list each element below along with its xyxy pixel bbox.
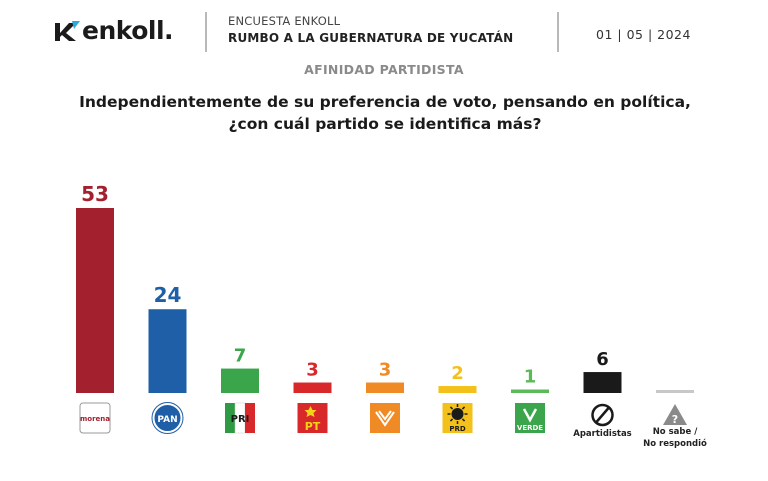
svg-text:PRI: PRI bbox=[231, 414, 250, 425]
party-logo-3-icon: PT bbox=[297, 403, 328, 433]
svg-text:morena: morena bbox=[80, 415, 110, 423]
party-logo-2-icon: PRI bbox=[225, 402, 255, 434]
value-label-4: 3 bbox=[379, 360, 392, 381]
value-label-3: 3 bbox=[306, 360, 319, 381]
question-line-2: ¿con cuál partido se identifica más? bbox=[228, 115, 542, 133]
bar-6 bbox=[511, 389, 549, 393]
party-logo-7-icon bbox=[591, 403, 614, 427]
value-label-5: 2 bbox=[451, 363, 464, 384]
bar-2 bbox=[221, 368, 259, 393]
bar-3 bbox=[293, 382, 332, 393]
header-divider-left bbox=[205, 12, 207, 52]
svg-text:VERDE: VERDE bbox=[517, 424, 543, 432]
header-divider-right bbox=[557, 12, 559, 52]
bar-4 bbox=[366, 382, 404, 393]
bar-8 bbox=[656, 390, 694, 393]
party-logo-5-icon: PRD bbox=[442, 403, 473, 433]
survey-date: 01 | 05 | 2024 bbox=[596, 27, 691, 42]
enkoll-logo: enkoll. bbox=[52, 16, 174, 45]
survey-name: ENCUESTA ENKOLL bbox=[228, 14, 341, 28]
question-line-1: Independientemente de su preferencia de … bbox=[79, 93, 691, 111]
category-label-7: Apartidistas bbox=[573, 429, 632, 439]
value-label-6: 1 bbox=[524, 367, 537, 388]
bar-0 bbox=[76, 208, 114, 393]
category-label-8: No sabe / No respondió bbox=[643, 427, 707, 449]
brand-name: enkoll. bbox=[82, 16, 174, 45]
svg-text:PRD: PRD bbox=[449, 425, 466, 433]
survey-subtitle: RUMBO A LA GUBERNATURA DE YUCATÁN bbox=[228, 31, 514, 45]
enkoll-mark-icon bbox=[55, 20, 80, 41]
party-logo-6-icon: VERDE bbox=[515, 403, 545, 433]
value-label-0: 53 bbox=[81, 182, 109, 206]
section-title: AFINIDAD PARTIDISTA bbox=[304, 62, 464, 77]
svg-text:PAN: PAN bbox=[157, 415, 177, 425]
party-logo-1-icon: PAN bbox=[151, 402, 184, 434]
value-label-7: 6 bbox=[596, 349, 609, 370]
value-label-2: 7 bbox=[234, 346, 247, 367]
bar-7 bbox=[583, 372, 622, 393]
bar-5 bbox=[438, 386, 477, 393]
svg-text:PT: PT bbox=[305, 420, 321, 433]
bar-1 bbox=[148, 309, 187, 393]
party-logo-0-icon: morena bbox=[79, 402, 111, 434]
party-logo-4-icon bbox=[370, 403, 400, 433]
value-label-1: 24 bbox=[154, 283, 182, 307]
svg-text:?: ? bbox=[672, 413, 678, 426]
party-logo-8-icon: ? bbox=[663, 404, 687, 426]
